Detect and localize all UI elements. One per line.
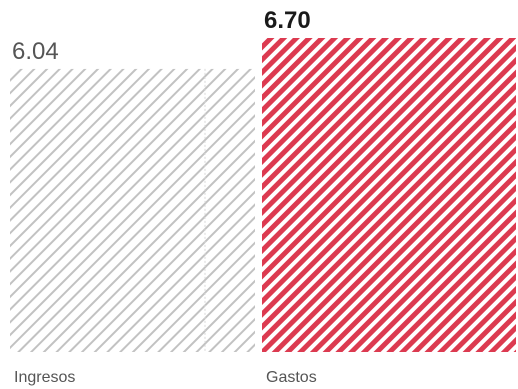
value-label-gastos: 6.70 xyxy=(264,7,311,34)
value-labels: 6.04 6.70 xyxy=(12,7,311,65)
bar-gastos xyxy=(262,38,516,352)
bar-ingresos xyxy=(10,68,255,353)
category-label-gastos: Gastos xyxy=(266,369,317,386)
category-labels: Ingresos Gastos xyxy=(14,369,317,386)
value-label-ingresos: 6.04 xyxy=(12,38,59,65)
bars xyxy=(10,38,516,353)
category-label-ingresos: Ingresos xyxy=(14,369,75,386)
